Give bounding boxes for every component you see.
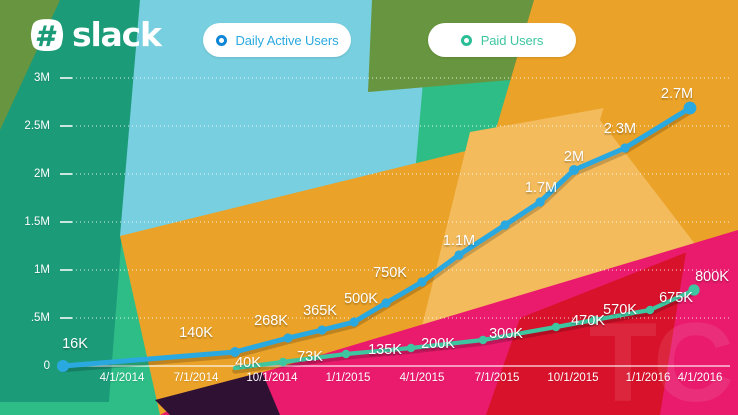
data-label: 140K (179, 325, 213, 341)
slack-hash-icon (30, 19, 64, 51)
x-tick-label: 1/1/2016 (625, 372, 671, 384)
data-label: 2M (563, 149, 585, 165)
gridline-stubs (60, 77, 72, 319)
y-tick-label: 1M (34, 264, 50, 276)
x-tick-label: 10/1/2014 (246, 372, 298, 384)
dau-markers (57, 101, 697, 372)
daily-active-users-series (57, 101, 697, 373)
dau-line-shadow (59, 107, 694, 373)
x-tick-label: 10/1/2015 (547, 372, 599, 384)
bg-green-bottomleft (0, 402, 140, 415)
legend-item-daily-active-users[interactable]: Daily Active Users (203, 23, 351, 57)
chart-header: slack Daily Active Users Paid Users (0, 0, 738, 68)
data-label: 200K (421, 336, 455, 352)
paid-users-series (232, 284, 700, 374)
legend-label: Paid Users (480, 32, 544, 48)
data-label: 500K (344, 291, 378, 307)
x-tick-label: 7/1/2014 (173, 372, 219, 384)
y-tick-label: 2M (34, 168, 50, 180)
data-label: 300K (489, 326, 523, 342)
bg-orange-far (600, 0, 738, 300)
bg-pink-right (660, 232, 738, 415)
x-tick-label: 1/1/2015 (325, 372, 371, 384)
x-tick-label: 4/1/2014 (99, 372, 145, 384)
x-tick-label: 4/1/2015 (399, 372, 445, 384)
data-label: 570K (603, 302, 637, 318)
x-tick-label: 4/1/2016 (677, 372, 723, 384)
gridlines (60, 77, 730, 319)
data-label: 73K (297, 349, 323, 365)
slack-logo: slack (30, 15, 162, 54)
data-label: 2.7M (660, 86, 694, 102)
y-tick-label: 2.5M (24, 120, 50, 132)
data-label: 268K (254, 313, 288, 329)
legend-label: Daily Active Users (235, 32, 339, 48)
data-label: 750K (373, 265, 407, 281)
y-tick-label: 3M (34, 72, 50, 84)
data-label: 40K (235, 355, 261, 371)
bg-purple-corner (155, 372, 280, 415)
circle-marker-icon (215, 34, 227, 46)
bg-teal-dark (0, 0, 140, 415)
slack-wordmark: slack (72, 15, 162, 54)
data-label: 1.7M (524, 180, 558, 196)
data-label: 1.1M (442, 233, 476, 249)
data-label: 16K (62, 336, 88, 352)
data-label: 800K (695, 269, 729, 285)
data-label: 470K (571, 313, 605, 329)
paid-markers (278, 284, 700, 367)
y-tick-label: 1.5M (24, 216, 50, 228)
data-label: 2.3M (603, 121, 637, 137)
data-label: 675K (659, 290, 693, 306)
x-tick-label: 7/1/2015 (474, 372, 520, 384)
data-label: 135K (368, 342, 402, 358)
y-tick-label: 0 (43, 360, 50, 372)
y-tick-label: .5M (30, 312, 50, 324)
circle-marker-icon (460, 34, 472, 46)
data-label: 365K (303, 303, 337, 319)
legend-item-paid-users[interactable]: Paid Users (428, 23, 576, 57)
